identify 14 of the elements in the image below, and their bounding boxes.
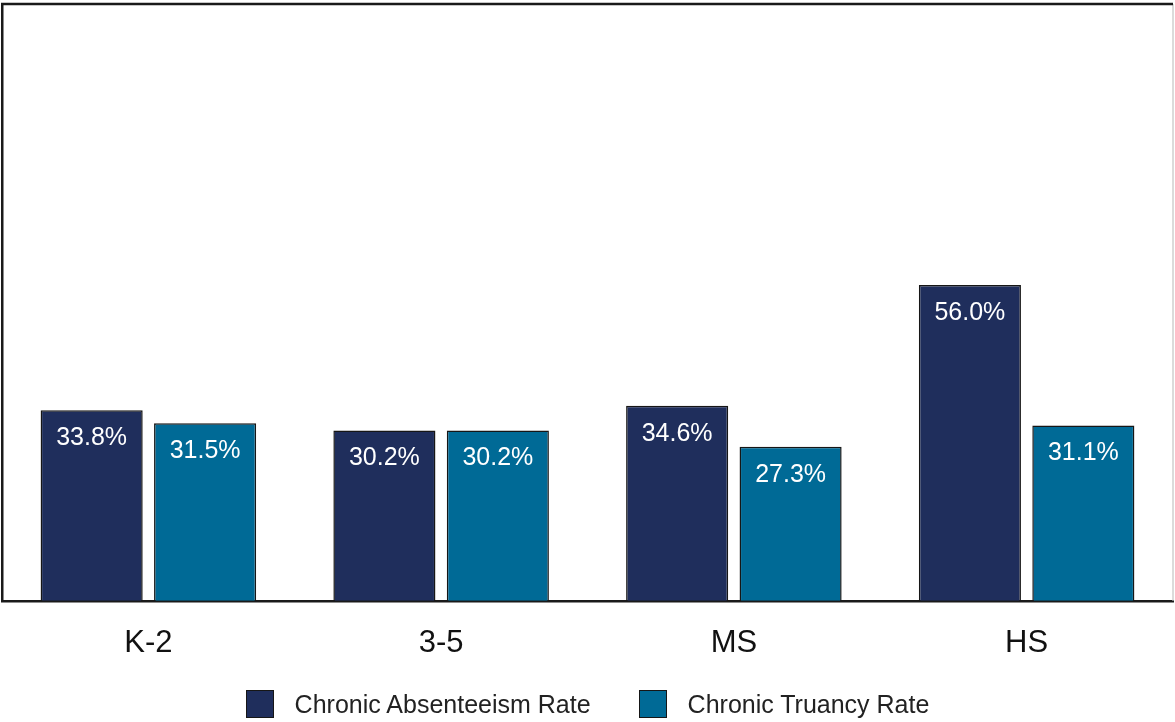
data-label: 56.0% <box>934 296 1006 325</box>
legend-label: Chronic Truancy Rate <box>687 689 930 719</box>
data-label: 30.2% <box>348 442 420 471</box>
x-tick-label: HS <box>1005 623 1049 659</box>
x-tick-label: K-2 <box>124 623 173 659</box>
data-label: 31.1% <box>1047 437 1119 466</box>
x-tick-label: 3-5 <box>418 623 464 659</box>
data-label: 31.5% <box>169 435 241 464</box>
data-label: 33.8% <box>56 422 128 451</box>
data-label: 30.2% <box>462 442 534 471</box>
data-label: 34.6% <box>641 417 713 446</box>
legend-label: Chronic Absenteeism Rate <box>294 689 591 719</box>
x-tick-label: MS <box>710 623 758 659</box>
data-label: 27.3% <box>755 458 827 487</box>
